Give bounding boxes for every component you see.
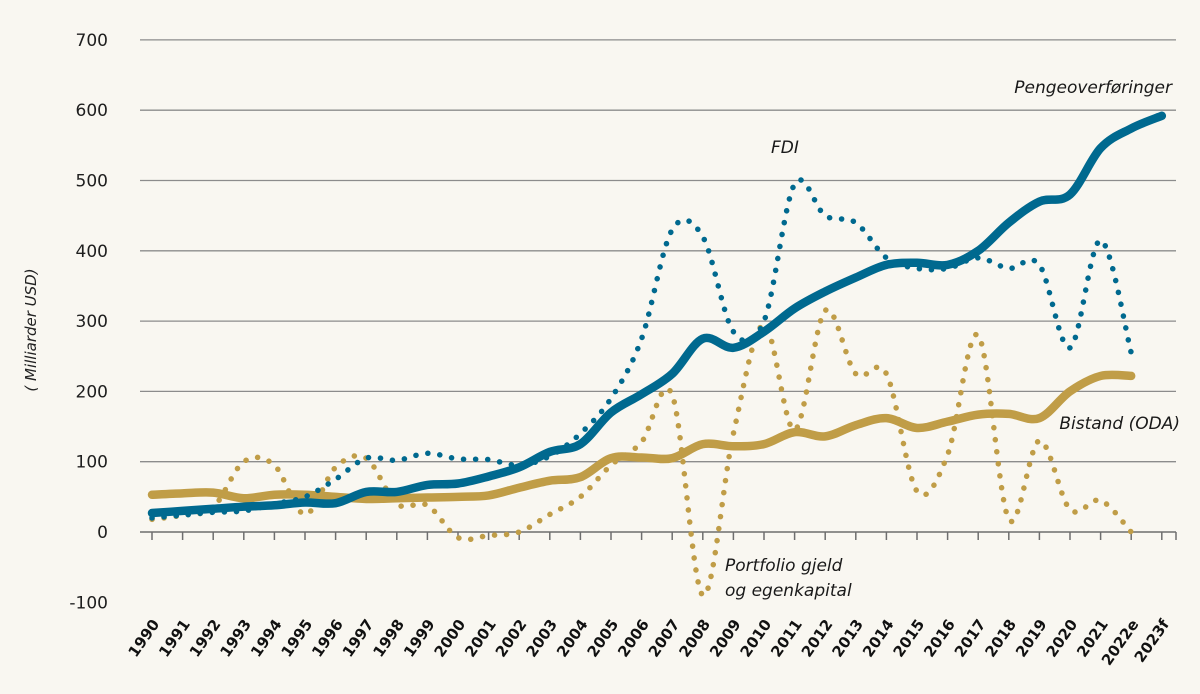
x-tick-label: 1991 [155, 616, 194, 661]
label-oda: Bistand (ODA) [1059, 414, 1180, 434]
label-fdi: FDI [771, 138, 799, 158]
y-tick-label: 400 [76, 242, 108, 262]
y-tick-label: 100 [76, 453, 108, 473]
x-tick-label: 2003 [522, 616, 561, 661]
x-tick-label: 2007 [645, 616, 684, 661]
y-tick-label: 0 [97, 523, 108, 543]
series-fdi [149, 177, 1134, 521]
series-portfolio-gjeld-og-egenkapital [149, 307, 1134, 599]
x-tick-label: 1996 [308, 616, 347, 661]
x-tick-label: 1999 [400, 616, 439, 661]
x-tick-label: 1990 [125, 616, 164, 661]
x-tick-label: 2011 [767, 616, 806, 661]
x-tick-label: 2008 [675, 616, 714, 661]
x-tick-label: 1995 [278, 616, 317, 661]
y-axis-ticks: -100 0 100 200 300 400 500 600 700 [69, 31, 108, 613]
y-tick-label: 500 [76, 172, 108, 192]
y-tick-label: -100 [69, 593, 108, 613]
x-tick-label: 2015 [890, 616, 929, 661]
x-tick-label: 2010 [737, 616, 776, 661]
x-tick-label: 2018 [981, 616, 1020, 661]
x-tick-label: 2020 [1043, 616, 1082, 661]
y-tick-label: 300 [76, 312, 108, 332]
x-tick-label: 2004 [553, 616, 592, 661]
series-pengeoverf-ringer [147, 111, 1167, 518]
x-axis: 1990199119921993199419951996199719981999… [125, 531, 1177, 669]
series-bistand-oda [147, 370, 1136, 504]
x-tick-label: 2013 [828, 616, 867, 661]
y-tick-label: 600 [76, 101, 108, 121]
x-tick-label: 2012 [798, 616, 837, 661]
x-tick-label: 2001 [461, 616, 500, 661]
x-tick-label: 2005 [584, 616, 623, 661]
gridlines [140, 39, 1176, 463]
label-portfolio-line2: og egenkapital [725, 581, 852, 601]
y-axis-title: ( Milliarder USD) [22, 268, 40, 391]
label-portfolio-line1: Portfolio gjeld [725, 556, 843, 576]
x-tick-label: 1998 [369, 616, 408, 661]
x-tick-label: 2016 [920, 616, 959, 661]
x-tick-label: 2006 [614, 616, 653, 661]
y-tick-label: 200 [76, 382, 108, 402]
x-tick-label: 1992 [186, 616, 225, 661]
label-remittances: Pengeoverføringer [1014, 78, 1173, 98]
x-tick-label: 2014 [859, 616, 898, 661]
x-tick-label: 2019 [1012, 616, 1051, 661]
x-tick-label: 2000 [431, 616, 470, 661]
x-tick-label: 2017 [951, 616, 990, 661]
x-tick-label: 2002 [492, 616, 531, 661]
x-tick-label: 1997 [339, 616, 378, 661]
series-lines [147, 111, 1167, 599]
x-tick-label: 1993 [216, 616, 255, 661]
y-tick-label: 700 [76, 31, 108, 51]
x-tick-label: 1994 [247, 616, 286, 661]
x-tick-label: 2009 [706, 616, 745, 661]
